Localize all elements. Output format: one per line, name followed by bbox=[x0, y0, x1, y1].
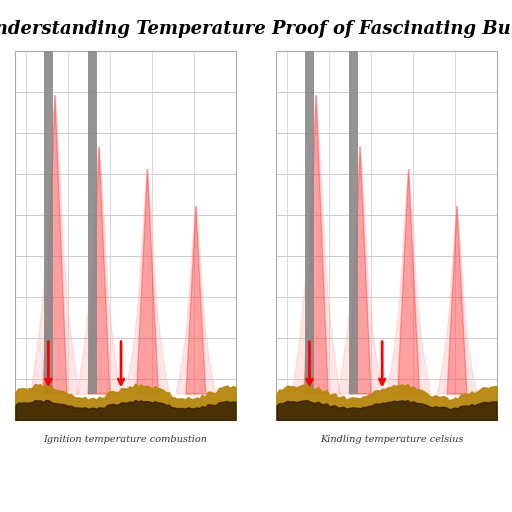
Bar bbox=[88, 51, 97, 394]
Polygon shape bbox=[349, 147, 371, 394]
Text: Understanding Temperature Proof of Fascinating Burn: Understanding Temperature Proof of Fasci… bbox=[0, 20, 512, 38]
Polygon shape bbox=[125, 169, 169, 394]
Bar bbox=[349, 51, 358, 394]
Polygon shape bbox=[292, 95, 340, 394]
Text: Ignition temperature combustion: Ignition temperature combustion bbox=[44, 435, 207, 444]
Bar bbox=[305, 51, 314, 394]
Bar bbox=[44, 51, 53, 394]
Polygon shape bbox=[186, 206, 206, 394]
Polygon shape bbox=[437, 206, 477, 394]
Polygon shape bbox=[338, 147, 382, 394]
Polygon shape bbox=[387, 169, 431, 394]
Polygon shape bbox=[88, 147, 110, 394]
Polygon shape bbox=[31, 95, 79, 394]
Polygon shape bbox=[447, 206, 467, 394]
Polygon shape bbox=[43, 95, 67, 394]
Polygon shape bbox=[136, 169, 159, 394]
Polygon shape bbox=[397, 169, 420, 394]
Text: Kindling temperature celsius: Kindling temperature celsius bbox=[320, 435, 463, 444]
Polygon shape bbox=[304, 95, 328, 394]
Polygon shape bbox=[77, 147, 121, 394]
Polygon shape bbox=[176, 206, 216, 394]
